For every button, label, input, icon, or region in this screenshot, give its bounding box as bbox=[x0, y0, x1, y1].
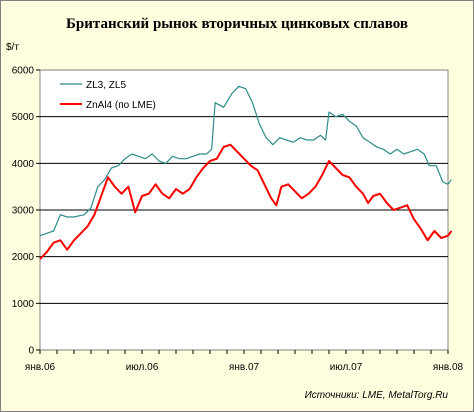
y-tick-label: 3000 bbox=[12, 206, 35, 217]
chart-title: Британский рынок вторичных цинковых спла… bbox=[66, 16, 408, 32]
x-tick-label: июл.07 bbox=[330, 362, 363, 373]
series-line-0 bbox=[39, 85, 452, 237]
series-line-1 bbox=[39, 143, 453, 260]
y-tick-label: 0 bbox=[28, 346, 34, 357]
x-tick-label: июл.06 bbox=[126, 362, 159, 373]
legend-label-znal4: ZnAl4 (по LME) bbox=[86, 100, 156, 111]
x-tick-label: янв.08 bbox=[433, 362, 464, 373]
legend-label-zl3-zl5: ZL3, ZL5 bbox=[86, 80, 126, 91]
x-axis: янв.06 июл.06 янв.07 июл.07 янв.08 bbox=[25, 350, 464, 373]
y-tick-label: 1000 bbox=[12, 299, 35, 310]
y-tick-label: 2000 bbox=[12, 252, 35, 263]
y-axis: 0 1000 2000 3000 4000 5000 6000 bbox=[12, 66, 40, 357]
x-tick-label: янв.06 bbox=[25, 362, 56, 373]
legend: ZL3, ZL5 ZnAl4 (по LME) bbox=[60, 80, 156, 111]
series-group bbox=[39, 85, 453, 260]
grid-lines bbox=[40, 116, 448, 304]
x-tick-label: янв.07 bbox=[229, 362, 260, 373]
y-axis-label: $/т bbox=[6, 42, 19, 53]
source-note: Источники: LME, MetalTorg.Ru bbox=[305, 390, 449, 401]
y-tick-label: 4000 bbox=[12, 159, 35, 170]
y-tick-label: 5000 bbox=[12, 112, 35, 123]
y-tick-label: 6000 bbox=[12, 66, 35, 77]
